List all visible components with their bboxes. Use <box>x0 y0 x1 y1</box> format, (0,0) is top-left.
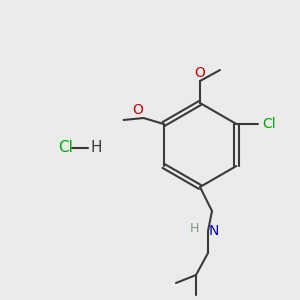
Text: Cl: Cl <box>58 140 73 155</box>
Text: O: O <box>195 66 206 80</box>
Text: N: N <box>209 224 219 238</box>
Text: Cl: Cl <box>262 117 276 131</box>
Text: O: O <box>132 103 142 117</box>
Text: H: H <box>190 221 199 235</box>
Text: H: H <box>91 140 103 155</box>
